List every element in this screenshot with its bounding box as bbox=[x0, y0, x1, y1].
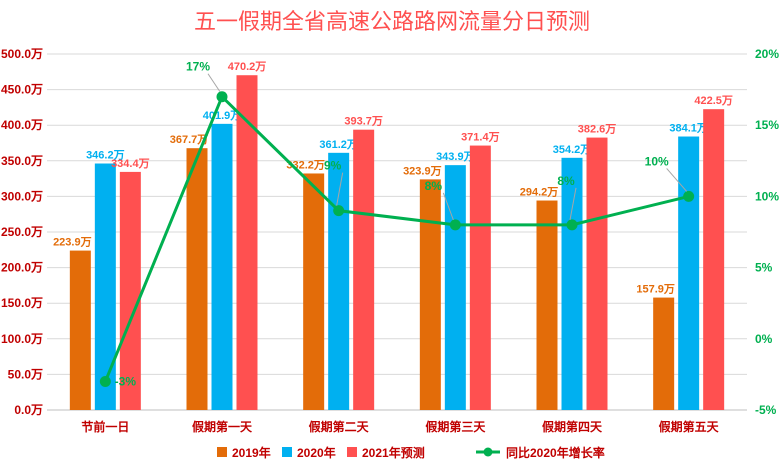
bar-2019年 bbox=[69, 250, 91, 410]
leader-line bbox=[569, 187, 577, 220]
bar-data-label: 470.2万 bbox=[228, 60, 267, 73]
y-right-tick-label: 10% bbox=[755, 189, 779, 203]
bar-data-label: 157.9万 bbox=[636, 283, 675, 296]
y-left-tick-label: 150.0万 bbox=[1, 296, 43, 310]
bar-2019年 bbox=[536, 200, 558, 410]
y-left-tick-label: 500.0万 bbox=[1, 47, 43, 61]
bar-data-label: 367.7万 bbox=[170, 133, 209, 146]
bar-data-label: 323.9万 bbox=[403, 164, 442, 177]
x-tick-label: 假期第五天 bbox=[659, 419, 720, 434]
y-left-tick-label: 200.0万 bbox=[1, 261, 43, 275]
leader-line bbox=[442, 192, 454, 221]
bar-data-label: 382.6万 bbox=[578, 123, 617, 136]
bar-data-label: 334.4万 bbox=[111, 157, 150, 170]
bar-2021年预测 bbox=[586, 137, 608, 410]
legend-label: 同比2020年增长率 bbox=[506, 445, 605, 460]
bar-2020年 bbox=[561, 157, 583, 410]
bar-data-label: 371.4万 bbox=[461, 131, 500, 144]
bar-2019年 bbox=[303, 173, 325, 410]
y-left-tick-label: 300.0万 bbox=[1, 189, 43, 203]
bar-2019年 bbox=[653, 297, 675, 410]
growth-point bbox=[99, 376, 111, 388]
growth-point bbox=[683, 190, 695, 202]
chart-title: 五一假期全省高速公路路网流量分日预测 bbox=[194, 10, 590, 35]
growth-data-label: -3% bbox=[115, 375, 137, 389]
bar-2020年 bbox=[211, 123, 233, 410]
leader-line bbox=[336, 172, 344, 206]
y-right-tick-label: -5% bbox=[755, 403, 777, 417]
leader-line bbox=[207, 73, 221, 92]
growth-data-label: 17% bbox=[186, 60, 210, 74]
legend-swatch bbox=[282, 447, 292, 457]
y-left-tick-label: 250.0万 bbox=[1, 225, 43, 239]
bar-2020年 bbox=[678, 136, 700, 410]
bar-data-label: 393.7万 bbox=[344, 115, 383, 128]
bar-2019年 bbox=[419, 179, 441, 410]
bar-2021年预测 bbox=[469, 145, 491, 410]
bar-2020年 bbox=[94, 163, 116, 410]
y-right-tick-label: 5% bbox=[755, 261, 773, 275]
growth-point bbox=[216, 91, 228, 103]
legend-label: 2019年 bbox=[232, 445, 271, 460]
bar-data-label: 346.2万 bbox=[86, 149, 125, 162]
bar-2020年 bbox=[328, 152, 350, 410]
y-left-tick-label: 450.0万 bbox=[1, 83, 43, 97]
y-right-tick-label: 20% bbox=[755, 47, 779, 61]
growth-point bbox=[566, 219, 578, 231]
y-right-tick-label: 0% bbox=[755, 332, 773, 346]
bar-2021年预测 bbox=[353, 129, 375, 410]
bar-data-label: 343.9万 bbox=[436, 150, 475, 163]
legend-swatch bbox=[483, 447, 493, 457]
x-tick-label: 假期第四天 bbox=[542, 419, 603, 434]
leader-line bbox=[666, 168, 688, 192]
legend-label: 2020年 bbox=[297, 445, 336, 460]
bar-2021年预测 bbox=[703, 109, 725, 411]
y-right-tick-label: 15% bbox=[755, 118, 779, 132]
x-tick-label: 假期第二天 bbox=[309, 419, 370, 434]
y-left-tick-label: 100.0万 bbox=[1, 332, 43, 346]
bar-2021年预测 bbox=[236, 75, 258, 411]
bar-data-label: 354.2万 bbox=[553, 143, 592, 156]
y-left-tick-label: 0.0万 bbox=[14, 403, 43, 417]
bar-2020年 bbox=[444, 165, 466, 410]
bar-data-label: 294.2万 bbox=[520, 186, 559, 199]
bar-data-label: 223.9万 bbox=[53, 236, 92, 249]
y-left-tick-label: 400.0万 bbox=[1, 118, 43, 132]
growth-point bbox=[333, 205, 345, 217]
bar-data-label: 384.1万 bbox=[669, 122, 708, 135]
growth-data-label: 8% bbox=[557, 174, 575, 188]
growth-line bbox=[103, 94, 690, 383]
growth-data-label: 8% bbox=[425, 179, 443, 193]
y-left-tick-label: 50.0万 bbox=[8, 367, 43, 381]
growth-data-label: 10% bbox=[645, 154, 669, 168]
bar-2021年预测 bbox=[119, 171, 141, 410]
growth-point bbox=[449, 219, 461, 231]
bar-2019年 bbox=[186, 148, 208, 410]
bar-data-label: 422.5万 bbox=[694, 94, 733, 107]
legend-swatch bbox=[217, 447, 227, 457]
x-tick-label: 假期第一天 bbox=[192, 419, 253, 434]
legend-swatch bbox=[347, 447, 357, 457]
y-left-tick-label: 350.0万 bbox=[1, 154, 43, 168]
growth-data-label: 9% bbox=[324, 159, 342, 173]
legend-label: 2021年预测 bbox=[362, 445, 425, 460]
x-tick-label: 节前一日 bbox=[81, 419, 129, 434]
bar-data-label: 361.2万 bbox=[319, 138, 358, 151]
x-tick-label: 假期第三天 bbox=[425, 419, 486, 434]
